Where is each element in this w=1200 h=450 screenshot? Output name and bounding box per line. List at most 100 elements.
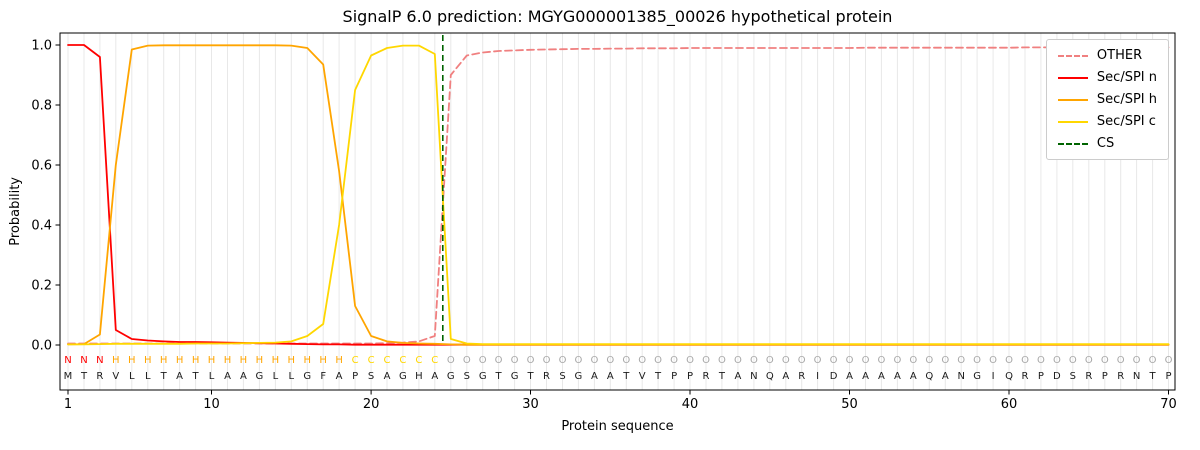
region-label: O: [686, 355, 694, 366]
region-label: C: [368, 355, 375, 366]
residue-letter: N: [750, 371, 757, 382]
residue-letter: T: [192, 371, 200, 382]
residue-letter: V: [112, 371, 119, 382]
region-label: C: [384, 355, 391, 366]
residue-letter: A: [607, 371, 614, 382]
region-label: H: [160, 355, 168, 366]
region-label: N: [64, 355, 71, 366]
legend-label-cs: CS: [1096, 136, 1115, 151]
region-label: O: [511, 355, 519, 366]
legend-item-cs: CS: [1057, 136, 1157, 151]
residue-letter: M: [64, 371, 73, 382]
legend-label-c: Sec/SPI c: [1096, 114, 1156, 129]
residue-letter: R: [1085, 371, 1092, 382]
region-label: O: [1085, 355, 1093, 366]
x-tick-label: 40: [682, 397, 699, 412]
residue-letter: D: [830, 371, 838, 382]
residue-letter: G: [447, 371, 455, 382]
residue-letter: A: [224, 371, 231, 382]
region-label: H: [304, 355, 312, 366]
residue-letter: G: [256, 371, 264, 382]
y-tick-label: 0.0: [31, 339, 52, 354]
residue-letter: Q: [925, 371, 933, 382]
region-label: C: [431, 355, 438, 366]
region-label: O: [1117, 355, 1125, 366]
region-label: O: [1069, 355, 1077, 366]
region-label: H: [112, 355, 120, 366]
region-label: O: [1053, 355, 1061, 366]
residue-letter: S: [368, 371, 374, 382]
x-tick-label: 60: [1001, 397, 1018, 412]
residue-letter: T: [654, 371, 662, 382]
region-label: H: [176, 355, 184, 366]
legend-line-sample-h: [1057, 98, 1088, 101]
legend-item-h: Sec/SPI h: [1057, 92, 1157, 107]
region-label: O: [1005, 355, 1013, 366]
x-tick-label: 20: [363, 397, 380, 412]
residue-letter: L: [289, 371, 295, 382]
residue-letter: S: [559, 371, 565, 382]
region-label: H: [240, 355, 248, 366]
legend-item-c: Sec/SPI c: [1057, 114, 1157, 129]
region-label: H: [288, 355, 296, 366]
region-label: O: [973, 355, 981, 366]
residue-letter: Q: [1005, 371, 1013, 382]
x-tick-label: 50: [841, 397, 858, 412]
region-label: O: [798, 355, 806, 366]
region-label: O: [447, 355, 455, 366]
region-label: O: [574, 355, 582, 366]
region-label: O: [1133, 355, 1141, 366]
residue-letter: T: [526, 371, 534, 382]
residue-letter: T: [1149, 371, 1157, 382]
region-label: O: [925, 355, 933, 366]
residue-letter: I: [992, 371, 995, 382]
region-label: O: [718, 355, 726, 366]
y-tick-label: 0.2: [31, 279, 52, 294]
region-label: O: [909, 355, 917, 366]
residue-letter: L: [129, 371, 135, 382]
residue-letter: G: [479, 371, 487, 382]
legend-label-h: Sec/SPI h: [1096, 92, 1157, 107]
residue-letter: A: [734, 371, 741, 382]
region-label: O: [527, 355, 535, 366]
residue-letter: G: [511, 371, 519, 382]
region-label: O: [670, 355, 678, 366]
residue-letter: L: [209, 371, 215, 382]
y-tick-label: 1.0: [31, 39, 52, 54]
residue-letter: T: [495, 371, 503, 382]
residue-letter: T: [160, 371, 168, 382]
residue-letter: A: [910, 371, 917, 382]
residue-letter: L: [145, 371, 151, 382]
residue-letter: P: [1165, 371, 1171, 382]
residue-letter: A: [240, 371, 247, 382]
region-label: O: [590, 355, 598, 366]
region-label: H: [192, 355, 200, 366]
residue-letter: A: [862, 371, 869, 382]
residue-letter: V: [639, 371, 646, 382]
residue-letter: P: [671, 371, 677, 382]
region-label: H: [319, 355, 327, 366]
legend-line-sample-n: [1057, 76, 1088, 79]
series-h-curve: [67, 44, 1170, 346]
region-label: H: [224, 355, 232, 366]
region-label: O: [846, 355, 854, 366]
region-label: O: [830, 355, 838, 366]
region-label: O: [957, 355, 965, 366]
legend-item-other: OTHER: [1057, 48, 1157, 63]
residue-letter: A: [782, 371, 789, 382]
residue-letter: A: [846, 371, 853, 382]
region-label: O: [1021, 355, 1029, 366]
region-label: O: [654, 355, 662, 366]
residue-letter: P: [1038, 371, 1044, 382]
series-n-curve: [67, 44, 1170, 346]
residue-letter: G: [303, 371, 311, 382]
region-label: O: [877, 355, 885, 366]
x-tick-label: 70: [1160, 397, 1177, 412]
region-label: O: [750, 355, 758, 366]
series-c-curve: [67, 44, 1170, 346]
residue-letter: R: [96, 371, 103, 382]
residue-letter: Q: [766, 371, 774, 382]
residue-letter: L: [273, 371, 279, 382]
residue-letter: A: [384, 371, 391, 382]
